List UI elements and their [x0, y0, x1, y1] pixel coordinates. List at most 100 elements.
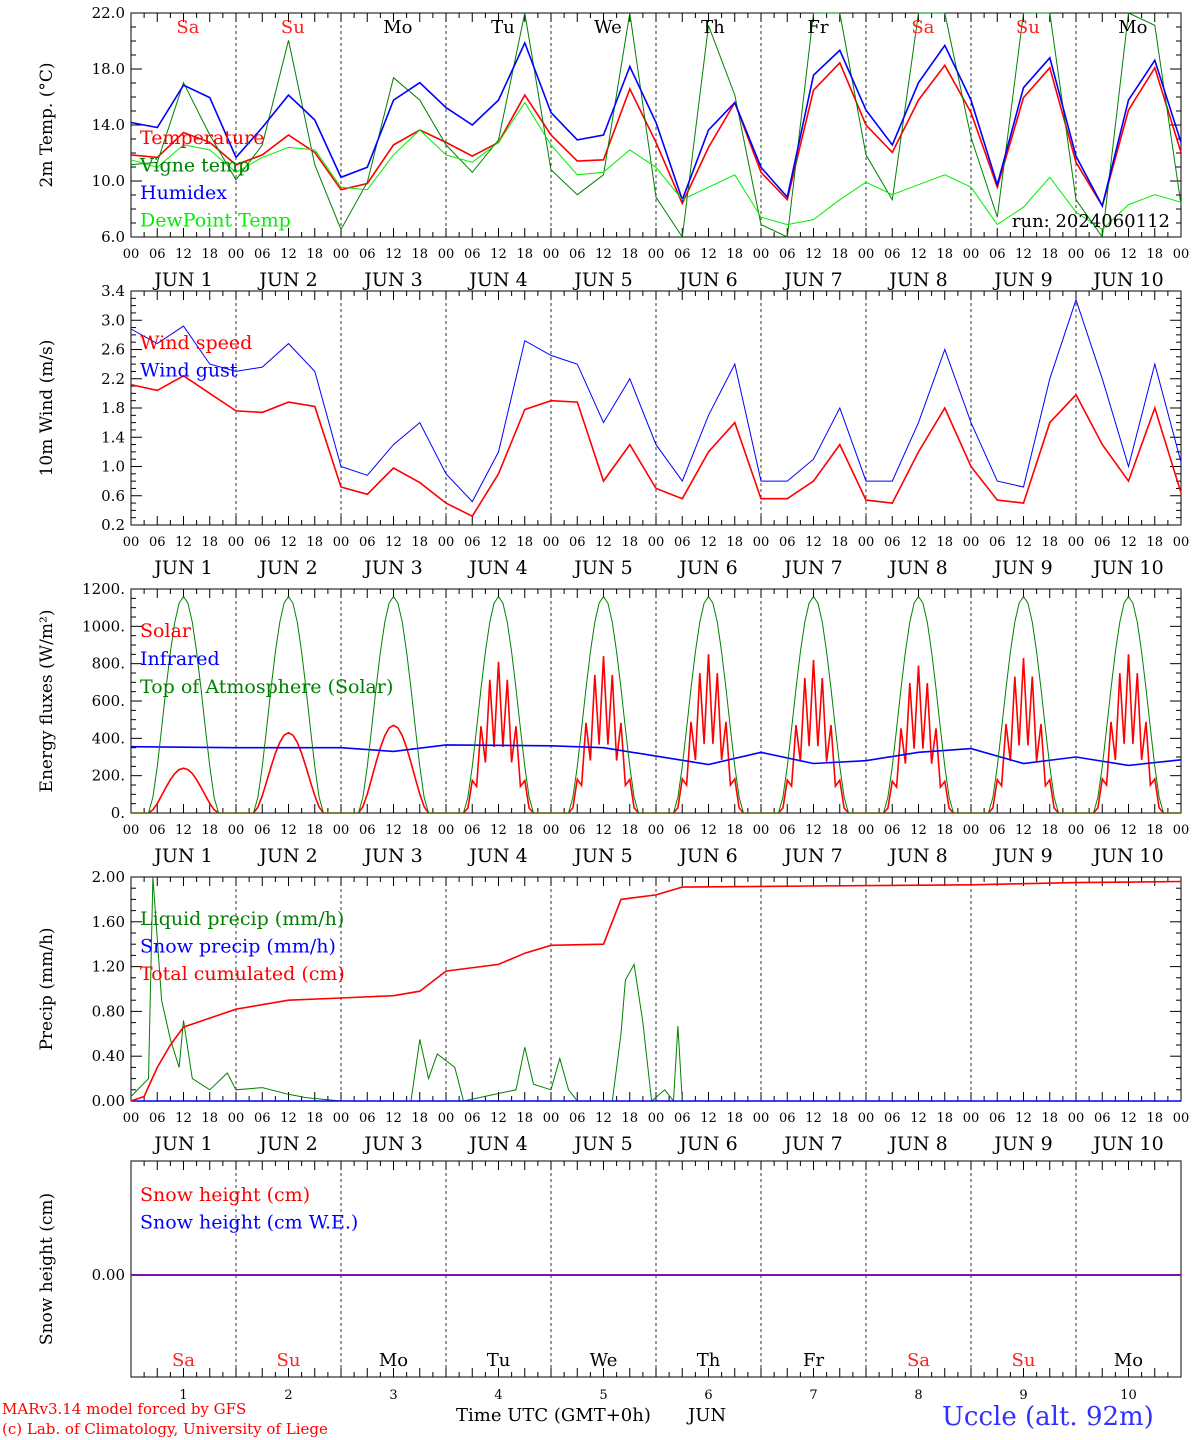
x-tick-label: 00: [228, 1111, 245, 1126]
x-tick-label: 12: [910, 535, 927, 550]
y-axis-label: Snow height (cm): [37, 1193, 57, 1345]
x-tick-label: 06: [464, 535, 481, 550]
y-tick-label: 1.8: [101, 399, 125, 417]
x-tick-label: 18: [621, 823, 638, 838]
x-tick-label: 18: [201, 247, 218, 262]
x-tick-label: 12: [490, 823, 507, 838]
date-label: JUN 8: [887, 269, 947, 291]
x-tick-label: 06: [569, 247, 586, 262]
y-tick-label: 2.6: [101, 341, 125, 359]
x-tick-label: 06: [989, 535, 1006, 550]
y-tick-label: 1000.: [82, 617, 125, 635]
x-tick-label: 00: [963, 823, 980, 838]
y-tick-label: 200.: [92, 767, 125, 785]
x-tick-label: 12: [490, 535, 507, 550]
x-tick-label: 06: [674, 1111, 691, 1126]
x-tick-label: 00: [228, 535, 245, 550]
x-tick-label: 06: [1094, 247, 1111, 262]
date-label: JUN 9: [992, 269, 1052, 291]
weekday-label: Th: [697, 1350, 721, 1371]
x-tick-label: 18: [1041, 823, 1058, 838]
x-tick-label: 12: [1015, 535, 1032, 550]
date-label: JUN 3: [362, 845, 422, 867]
legend-entry: Solar: [140, 620, 192, 642]
x-tick-label: 12: [280, 535, 297, 550]
x-tick-label: 12: [175, 1111, 192, 1126]
x-tick-label: 06: [779, 1111, 796, 1126]
x-tick-label: 06: [149, 823, 166, 838]
date-label: JUN 9: [992, 845, 1052, 867]
series-line: [130, 40, 1182, 209]
x-tick-label: 00: [123, 823, 140, 838]
date-label: JUN 8: [887, 845, 947, 867]
model-credit: MARv3.14 model forced by GFS: [2, 1400, 247, 1418]
x-tick-label: 12: [595, 535, 612, 550]
x-tick-label: 18: [516, 1111, 533, 1126]
x-tick-label: 12: [1120, 247, 1137, 262]
x-tick-label: 12: [385, 1111, 402, 1126]
x-tick-label: 12: [700, 247, 717, 262]
x-tick-label: 00: [123, 535, 140, 550]
y-tick-label: 1.4: [101, 428, 125, 446]
x-tick-label: 12: [280, 1111, 297, 1126]
date-label: JUN 7: [782, 845, 842, 867]
date-label: JUN 10: [1091, 557, 1163, 579]
x-tick-label: 18: [621, 1111, 638, 1126]
y-tick-label: 18.0: [92, 60, 125, 78]
x-tick-label: 06: [569, 1111, 586, 1126]
x-tick-label: 18: [936, 247, 953, 262]
date-label: JUN 5: [572, 557, 632, 579]
x-tick-label: 12: [805, 535, 822, 550]
day-number: 6: [704, 1388, 712, 1403]
x-tick-label: 12: [385, 247, 402, 262]
day-number: 2: [284, 1388, 292, 1403]
day-number: 3: [389, 1388, 397, 1403]
x-tick-label: 00: [438, 247, 455, 262]
y-tick-label: 10.0: [92, 172, 125, 190]
x-tick-label: 06: [884, 823, 901, 838]
x-tick-label: 00: [438, 1111, 455, 1126]
y-axis-label: 2m Temp. (°C): [37, 62, 57, 187]
x-tick-label: 06: [359, 823, 376, 838]
x-tick-label: 00: [543, 535, 560, 550]
x-tick-label: 06: [989, 247, 1006, 262]
x-tick-label: 12: [175, 247, 192, 262]
x-tick-label: 06: [779, 535, 796, 550]
x-tick-label: 18: [201, 823, 218, 838]
x-tick-label: 12: [595, 1111, 612, 1126]
x-tick-label: 12: [490, 1111, 507, 1126]
weekday-label: Th: [701, 17, 725, 38]
x-tick-label: 06: [884, 535, 901, 550]
date-label: JUN 6: [677, 1133, 737, 1155]
x-tick-label: 00: [1068, 823, 1085, 838]
x-tick-label: 00: [438, 535, 455, 550]
x-tick-label: 12: [175, 823, 192, 838]
x-tick-label: 00: [753, 1111, 770, 1126]
weekday-label: Mo: [1114, 1350, 1143, 1371]
x-tick-label: 06: [359, 247, 376, 262]
weekday-label: We: [590, 1350, 618, 1371]
x-tick-label: 00: [543, 247, 560, 262]
x-tick-label: 12: [1120, 823, 1137, 838]
y-tick-label: 1.20: [92, 958, 125, 976]
y-tick-label: 800.: [92, 655, 125, 673]
weekday-label: Sa: [176, 17, 199, 38]
x-tick-label: 00: [438, 823, 455, 838]
x-tick-label: 18: [1146, 1111, 1163, 1126]
date-label: JUN 4: [467, 1133, 527, 1155]
x-tick-label: 18: [201, 1111, 218, 1126]
date-label: JUN 7: [782, 1133, 842, 1155]
y-tick-label: 400.: [92, 729, 125, 747]
x-tick-label: 18: [936, 535, 953, 550]
x-tick-label: 06: [674, 823, 691, 838]
date-label: JUN 4: [467, 269, 527, 291]
weekday-label: Tu: [491, 17, 515, 38]
x-tick-label: 18: [726, 1111, 743, 1126]
day-number: 9: [1019, 1388, 1027, 1403]
day-number: 5: [599, 1388, 607, 1403]
x-tick-label: 06: [1094, 535, 1111, 550]
x-tick-label: 00: [1173, 1111, 1190, 1126]
x-tick-label: 18: [306, 247, 323, 262]
station-label: Uccle (alt. 92m): [942, 1402, 1154, 1432]
x-tick-label: 06: [254, 1111, 271, 1126]
